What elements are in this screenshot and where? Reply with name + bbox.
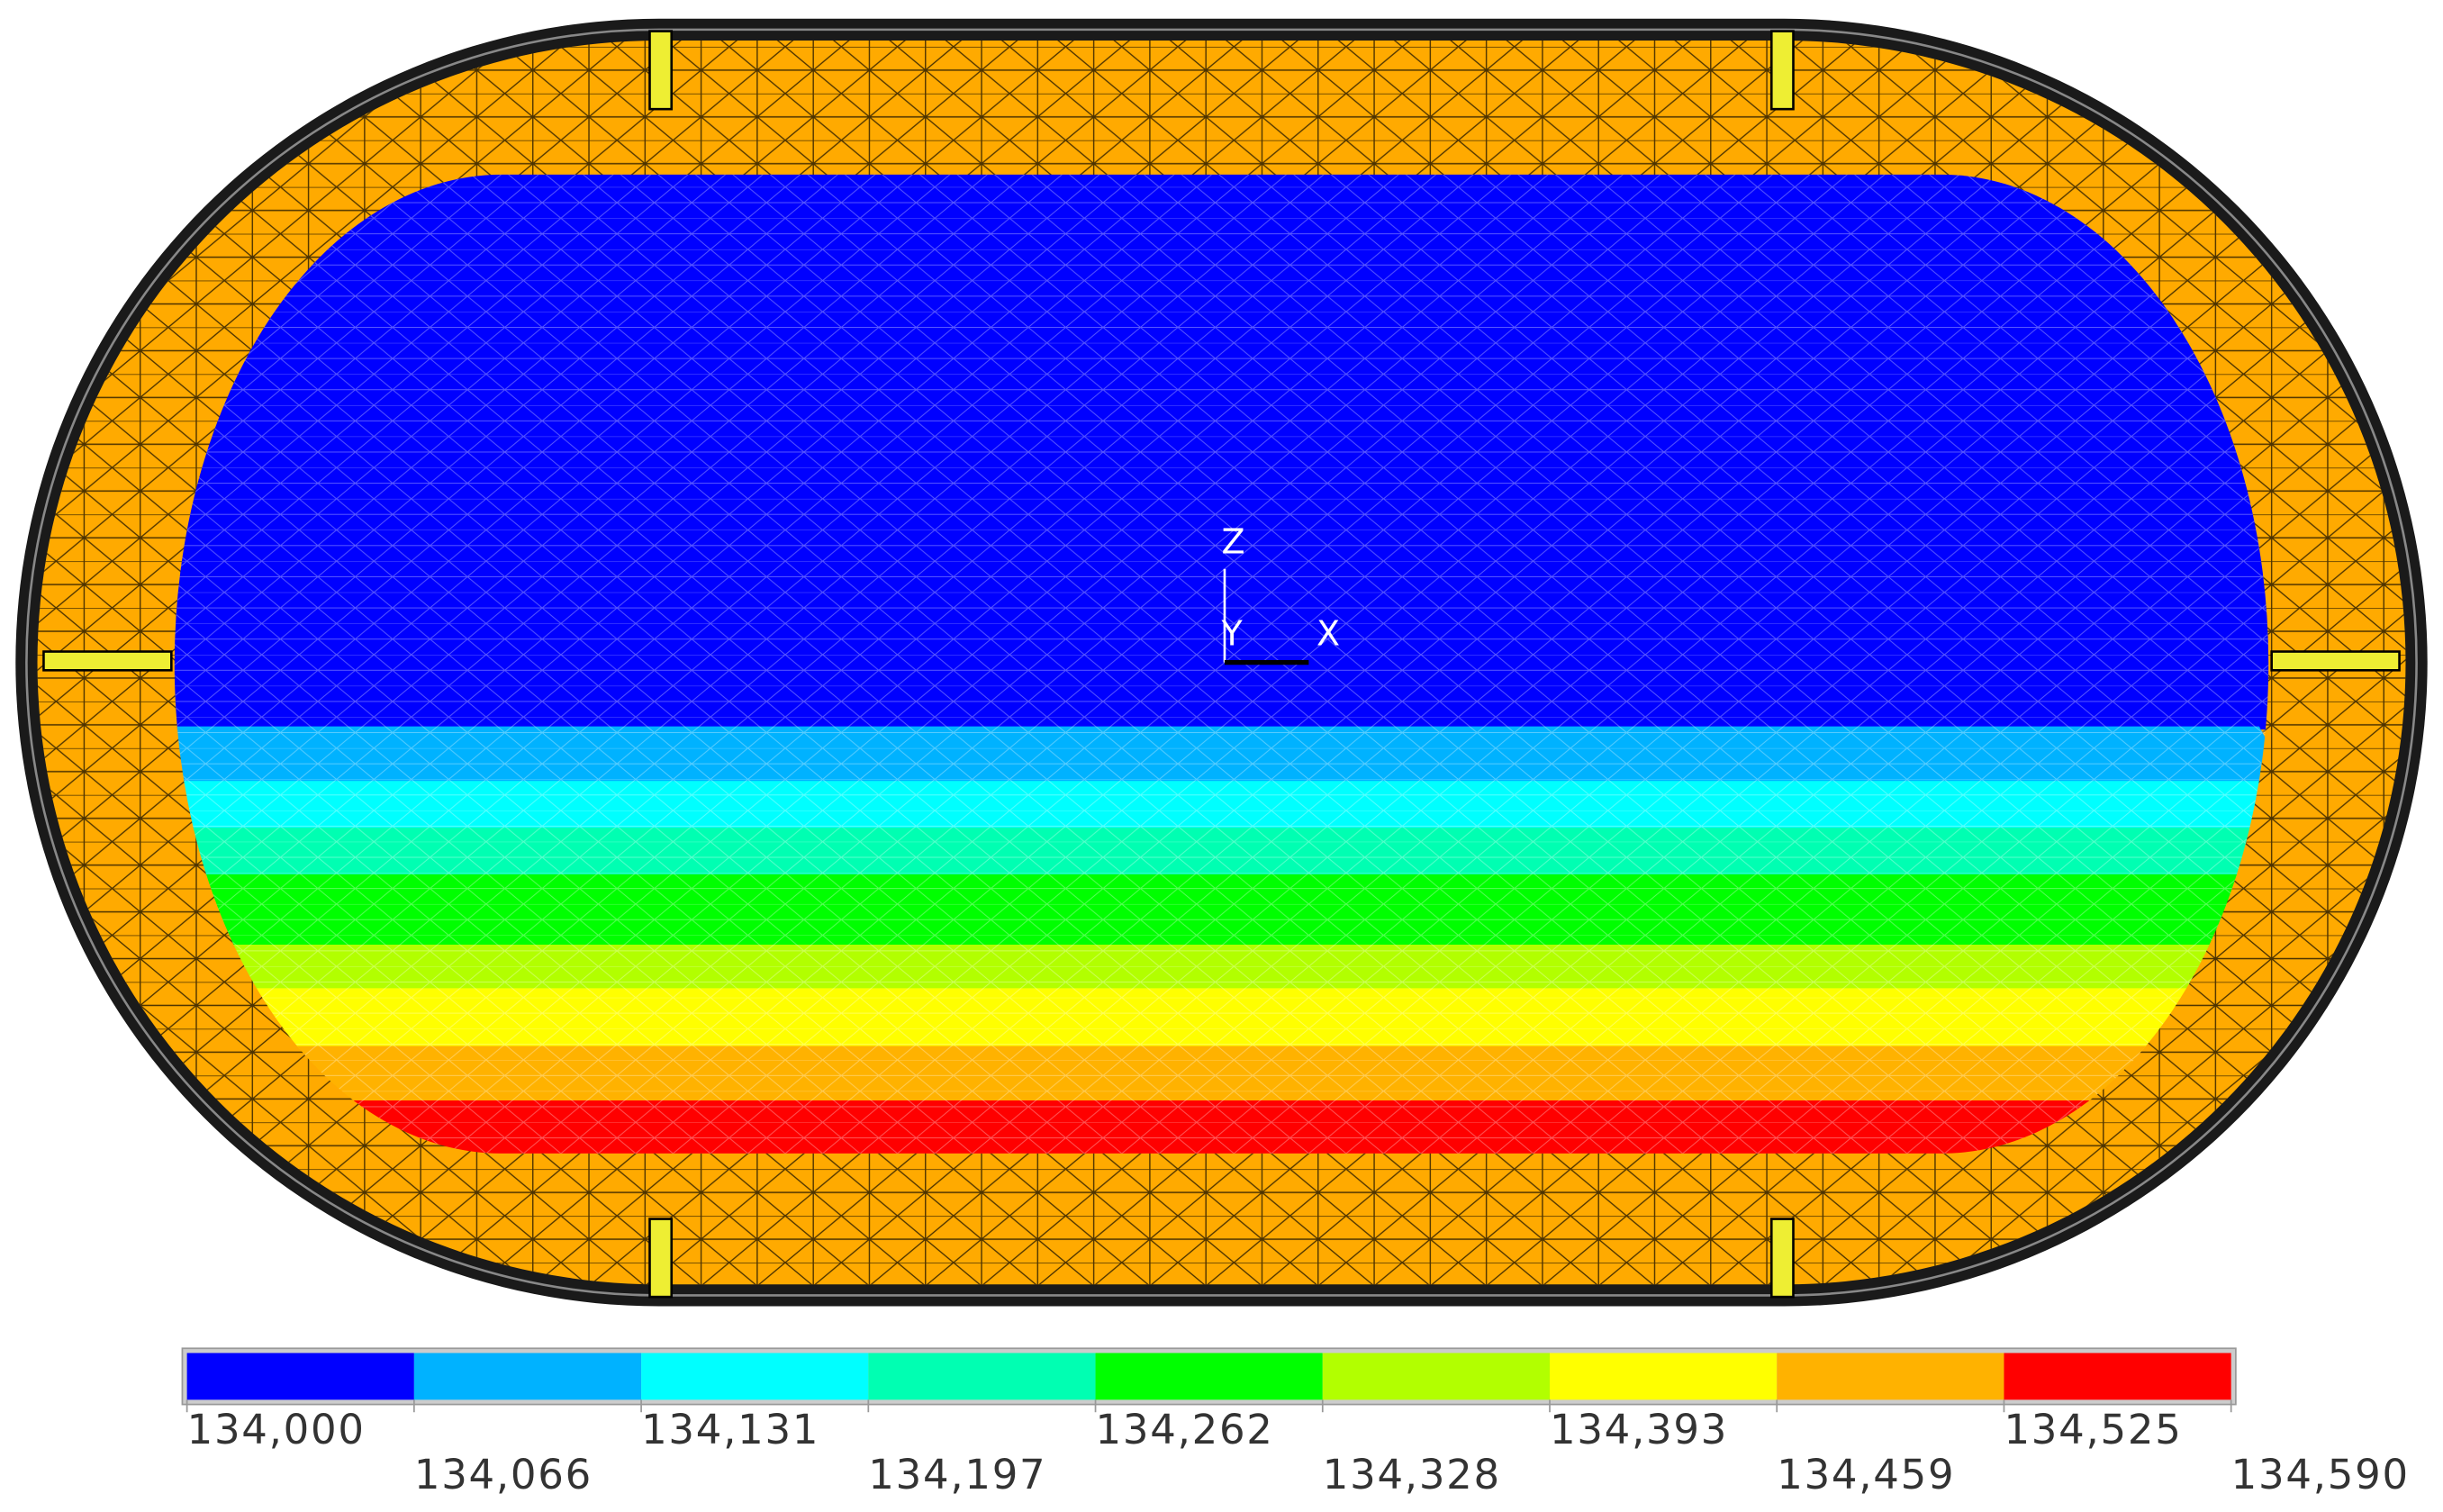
legend-swatch — [1095, 1353, 1323, 1400]
z-label: Z — [1222, 521, 1245, 561]
legend-label: 134,393 — [1550, 1406, 1728, 1453]
support — [648, 1218, 674, 1299]
legend-swatch — [641, 1353, 869, 1400]
legend-label: 134,131 — [641, 1406, 819, 1453]
legend-label: 134,525 — [2004, 1406, 2182, 1453]
supports — [42, 30, 2401, 1299]
cavity-mesh — [174, 174, 2269, 1154]
support — [648, 30, 674, 111]
legend-swatch — [1322, 1353, 1551, 1400]
support — [1769, 30, 1795, 111]
color-legend: 134,000 134,066 134,131 134,197 134,262 134,3… — [181, 1347, 2410, 1498]
shell-ring — [25, 28, 2418, 1297]
support — [42, 650, 173, 672]
legend-label: 134,262 — [1096, 1406, 1274, 1453]
y-label: Y — [1221, 614, 1244, 654]
support — [1769, 1218, 1795, 1299]
legend-label: 134,197 — [868, 1451, 1046, 1498]
legend-label: 134,459 — [1777, 1451, 1955, 1498]
legend-swatch — [1777, 1353, 2004, 1400]
legend-swatch — [2004, 1353, 2231, 1400]
legend-swatch — [413, 1353, 642, 1400]
legend-label: 134,328 — [1323, 1451, 1501, 1498]
x-label: X — [1317, 614, 1340, 654]
legend-label: 134,066 — [414, 1451, 593, 1498]
legend-swatch — [1550, 1353, 1778, 1400]
legend-swatch — [186, 1353, 414, 1400]
axis-triad — [1223, 568, 1309, 665]
legend-swatch — [868, 1353, 1096, 1400]
support — [2270, 650, 2401, 672]
legend-label: 134,000 — [187, 1406, 366, 1453]
legend-label: 134,590 — [2231, 1451, 2410, 1498]
